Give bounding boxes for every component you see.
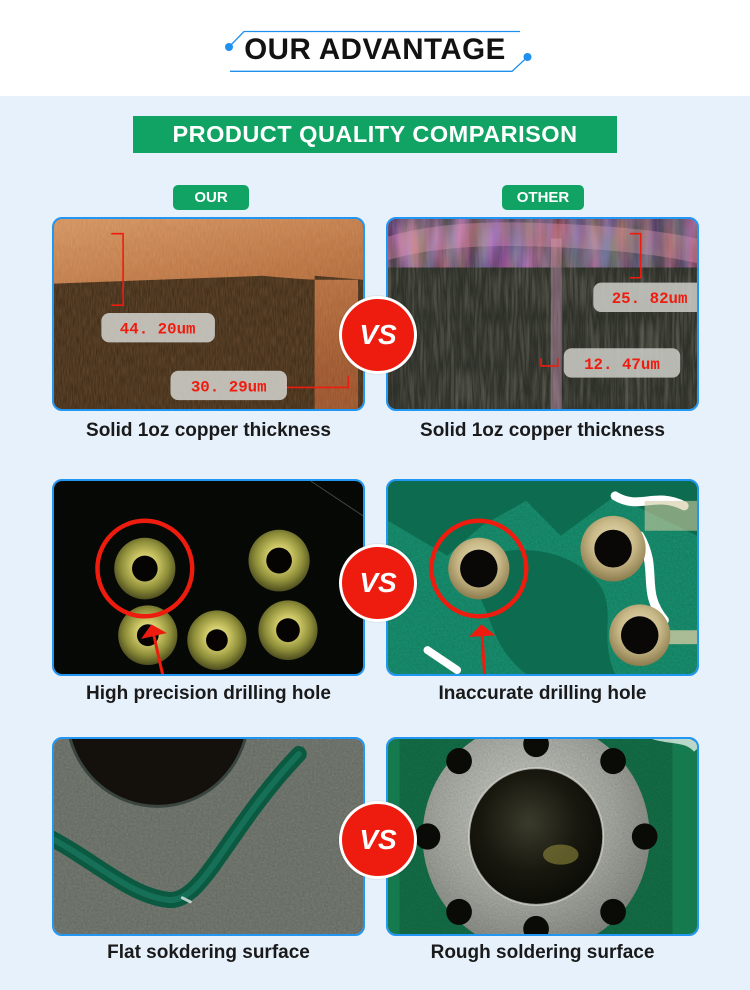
svg-text:12. 47um: 12. 47um [584,356,660,374]
svg-text:30. 29um: 30. 29um [191,378,267,396]
svg-text:25. 82um: 25. 82um [612,290,688,308]
svg-text:44. 20um: 44. 20um [120,321,196,339]
